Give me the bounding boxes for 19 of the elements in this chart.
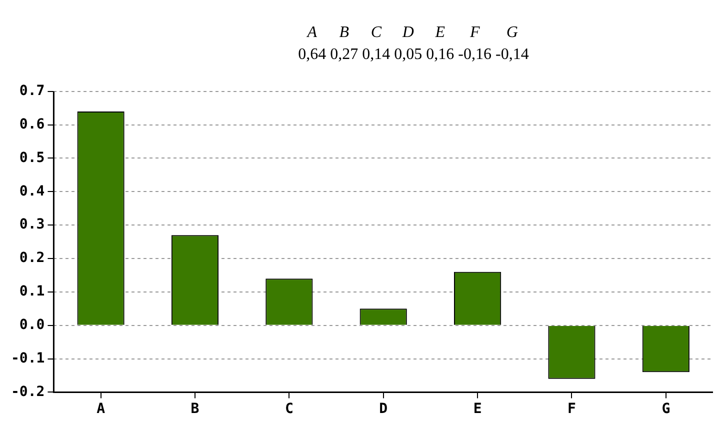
y-tick-label: 0.4: [19, 183, 45, 200]
y-tick-label: 0.0: [19, 316, 45, 333]
x-tick-label: B: [190, 401, 200, 418]
x-tick-label: A: [96, 401, 106, 418]
y-tick-label: 0.3: [19, 216, 45, 233]
y-tick-label: -0.1: [10, 350, 45, 366]
y-tick-label: 0.6: [19, 116, 45, 132]
y-tick-label: 0.5: [19, 150, 45, 166]
x-tick-label: F: [568, 401, 576, 418]
x-tick-label: D: [379, 401, 388, 418]
x-tick-label: C: [284, 401, 294, 418]
x-tick-label: E: [473, 401, 482, 418]
y-tick-label: 0.2: [19, 250, 45, 266]
x-tick-label: G: [662, 401, 670, 418]
y-tick-label: 0.1: [19, 284, 45, 300]
y-tick-label: 0.7: [19, 83, 45, 100]
text: A B C D E F G: [307, 24, 518, 41]
text: 0,64 0,27 0,14 0,05 0,16 -0,16 -0,14: [297, 45, 530, 65]
y-tick-label: -0.2: [10, 384, 45, 400]
